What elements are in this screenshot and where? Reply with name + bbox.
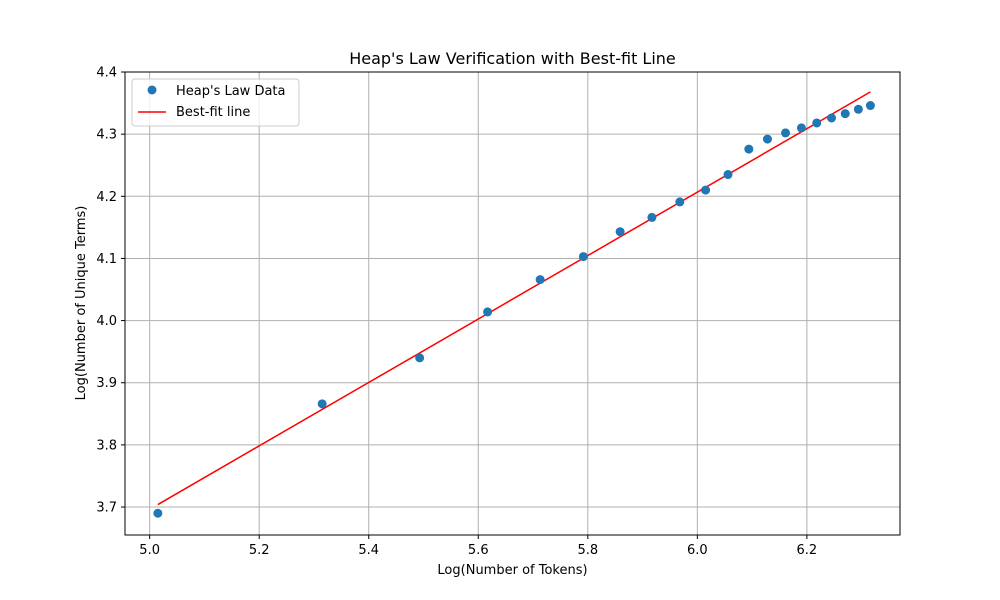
data-point [840, 109, 850, 119]
x-tick-label: 5.6 [468, 543, 489, 558]
data-point [647, 212, 657, 222]
plot-frame [124, 71, 901, 536]
x-tick-label: 6.2 [797, 543, 818, 558]
y-tick-label: 4.0 [96, 314, 117, 329]
data-point [535, 275, 545, 285]
best-fit-line-group [157, 91, 871, 506]
x-tick-label: 5.2 [249, 543, 270, 558]
y-tick-label: 3.9 [96, 376, 117, 391]
data-point [827, 113, 837, 123]
data-point [865, 101, 875, 111]
data-point [415, 353, 425, 363]
x-tick-label: 5.8 [577, 543, 598, 558]
y-tick-label: 4.2 [96, 190, 117, 205]
data-point [744, 144, 754, 154]
legend: Heap's Law Data Best-fit line [131, 78, 300, 127]
y-axis-ticks: 3.7 3.8 3.9 4.0 4.1 4.2 4.3 4.4 [96, 66, 125, 516]
x-tick-label: 6.0 [687, 543, 708, 558]
y-tick-label: 4.1 [96, 252, 117, 267]
data-point [153, 508, 163, 518]
data-point [781, 128, 791, 138]
data-point [723, 170, 733, 180]
y-tick-label: 3.7 [96, 501, 117, 516]
x-axis-ticks: 5.0 5.2 5.4 5.6 5.8 6.0 6.2 [139, 535, 817, 558]
legend-scatter-marker [147, 85, 157, 95]
best-fit-line [157, 91, 871, 506]
data-point [796, 123, 806, 133]
data-point [483, 307, 493, 317]
data-point [615, 227, 625, 237]
data-point [812, 118, 822, 128]
scatter-points [153, 101, 875, 518]
y-tick-label: 3.8 [96, 438, 117, 453]
legend-label-fit: Best-fit line [176, 105, 250, 120]
data-point [578, 252, 588, 262]
chart-title: Heap's Law Verification with Best-fit Li… [349, 49, 676, 68]
data-point [762, 134, 772, 144]
y-tick-label: 4.3 [96, 128, 117, 143]
legend-label-data: Heap's Law Data [176, 84, 285, 99]
y-axis-label: Log(Number of Unique Terms) [74, 206, 89, 401]
x-axis-label: Log(Number of Tokens) [437, 563, 587, 578]
legend-box [131, 78, 300, 127]
y-tick-label: 4.4 [96, 66, 117, 81]
data-point [701, 185, 711, 195]
x-tick-label: 5.0 [139, 543, 160, 558]
x-tick-label: 5.4 [358, 543, 379, 558]
data-point [675, 197, 685, 207]
data-point [853, 104, 863, 114]
data-point [317, 399, 327, 409]
